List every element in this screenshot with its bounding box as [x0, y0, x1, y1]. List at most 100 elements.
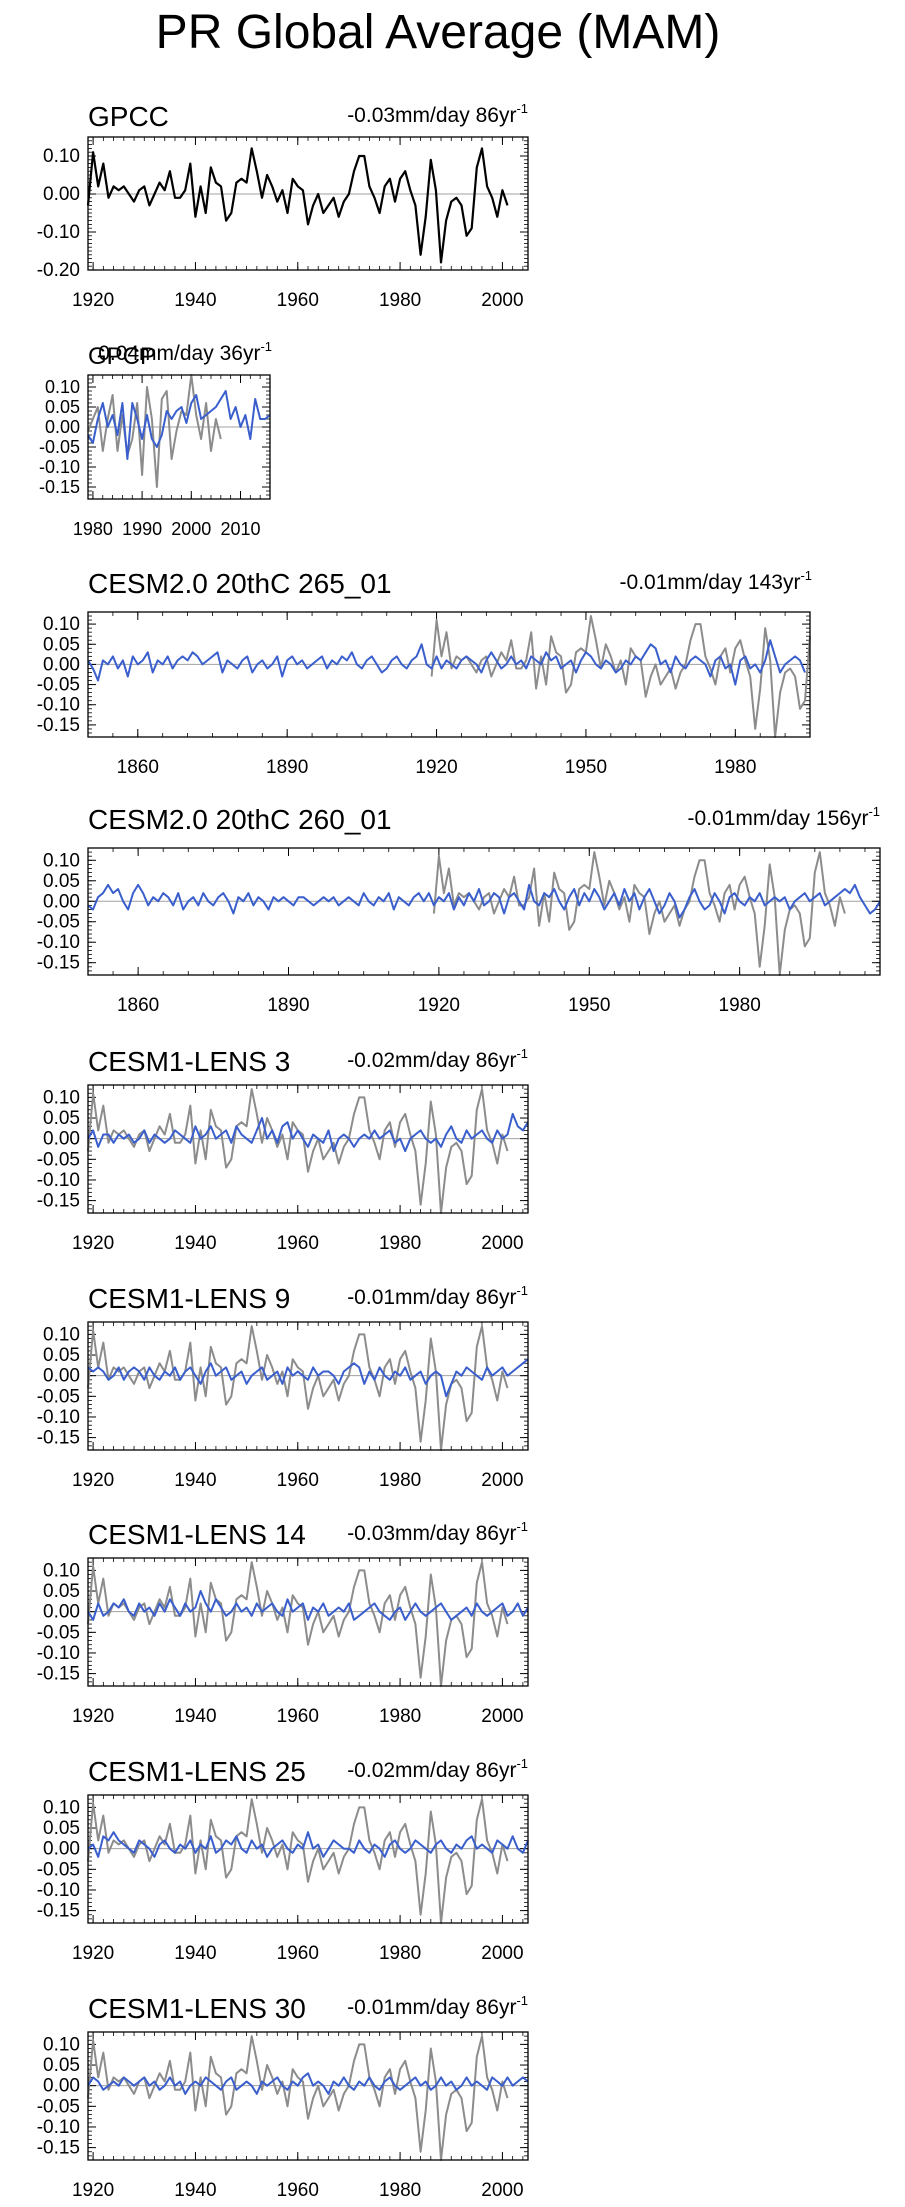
x-tick-label: 1920	[415, 757, 457, 778]
x-tick-label: 1950	[565, 757, 607, 778]
x-tick-label: 1980	[379, 1943, 421, 1964]
x-tick-label: 1920	[72, 290, 114, 311]
y-tick-label: -0.15	[37, 1664, 80, 1685]
y-tick-label: -0.10	[37, 222, 80, 243]
y-tick-label: 0.10	[43, 1324, 80, 1345]
plot-frame	[87, 611, 811, 738]
gpcc-series-line	[87, 374, 222, 488]
y-tick-label: 0.10	[43, 614, 80, 635]
figure-title: PR Global Average (MAM)	[156, 6, 721, 59]
x-tick-label: 1960	[277, 1943, 319, 1964]
trend-unit: yr	[499, 104, 517, 127]
y-tick-label: 0.10	[45, 377, 80, 397]
chart-title: CESM1-LENS 14	[88, 1519, 306, 1550]
y-tick-label: -0.20	[37, 260, 80, 281]
x-tick-label: 1940	[174, 290, 216, 311]
trend-value: -0.03mm/day 86	[347, 1522, 499, 1545]
x-tick-label: 1950	[568, 995, 610, 1016]
gpcc-series-line	[87, 1325, 509, 1451]
model-series-line	[87, 639, 806, 686]
gpcc-series-line	[430, 615, 811, 738]
gpcc-series-line	[432, 851, 846, 976]
x-tick-label: 1890	[266, 757, 308, 778]
chart-title: CESM2.0 20thC 265_01	[88, 568, 392, 599]
y-tick-label: -0.15	[37, 1428, 80, 1449]
y-tick-label: 0.00	[43, 1602, 80, 1623]
y-tick-label: 0.10	[43, 1797, 80, 1818]
trend-exponent: -1	[516, 101, 528, 116]
y-tick-label: -0.15	[37, 715, 80, 736]
y-tick-label: -0.05	[37, 1859, 80, 1880]
y-tick-label: -0.10	[37, 695, 80, 716]
y-tick-label: 0.05	[43, 1581, 80, 1602]
x-tick-label: 2000	[481, 2180, 523, 2201]
y-tick-label: -0.15	[37, 953, 80, 974]
x-tick-label: 1980	[379, 1470, 421, 1491]
y-tick-label: 0.05	[43, 634, 80, 655]
x-tick-label: 1980	[379, 290, 421, 311]
x-tick-label: 1960	[277, 2180, 319, 2201]
chart-title: CESM1-LENS 30	[88, 1993, 306, 2024]
gpcc-series-line	[87, 1798, 509, 1924]
x-tick-label: 1980	[73, 519, 113, 539]
x-tick-label: 2010	[220, 519, 260, 539]
x-tick-label: 1940	[174, 1233, 216, 1254]
chart-title: CESM1-LENS 9	[88, 1283, 290, 1314]
trend-value: -0.03mm/day 86	[347, 104, 499, 127]
trend-exponent: -1	[516, 1046, 528, 1061]
y-tick-label: -0.15	[39, 477, 80, 497]
x-tick-label: 1990	[122, 519, 162, 539]
trend-exponent: -1	[516, 1283, 528, 1298]
trend-unit: yr	[499, 1049, 517, 1072]
y-tick-label: 0.05	[43, 871, 80, 892]
trend-label: -0.03mm/day 86yr-1	[347, 1519, 528, 1545]
x-tick-label: 1920	[72, 2180, 114, 2201]
y-tick-label: 0.05	[43, 1345, 80, 1366]
x-tick-label: 2000	[171, 519, 211, 539]
trend-value: 0.04mm/day 36	[98, 342, 243, 365]
chart-panel: CESM1-LENS 14 -0.03mm/day 86yr-1 0.100.050…	[37, 1519, 529, 1727]
y-tick-label: -0.05	[37, 1149, 80, 1170]
trend-unit: yr	[499, 1759, 517, 1782]
x-tick-label: 1980	[714, 757, 756, 778]
trend-exponent: -1	[516, 1756, 528, 1771]
y-tick-label: -0.05	[37, 2096, 80, 2117]
gpcc-series-line	[87, 1561, 509, 1687]
y-tick-label: -0.10	[37, 1407, 80, 1428]
gpcp-series-line	[87, 390, 271, 460]
x-tick-label: 2000	[481, 1706, 523, 1727]
trend-label: -0.01mm/day 156yr-1	[688, 804, 880, 830]
y-tick-label: -0.15	[37, 2138, 80, 2159]
trend-value: -0.01mm/day 143	[620, 571, 783, 594]
y-tick-label: -0.05	[39, 437, 80, 457]
x-tick-label: 1960	[277, 290, 319, 311]
y-tick-label: 0.05	[45, 397, 80, 417]
y-tick-label: -0.10	[37, 1170, 80, 1191]
y-tick-label: 0.10	[43, 850, 80, 871]
chart-panel: CESM1-LENS 9 -0.01mm/day 86yr-1 0.100.050.…	[37, 1283, 529, 1491]
chart-panel: CESM2.0 20thC 265_01 -0.01mm/day 143yr-1 0…	[37, 568, 812, 778]
plot-frame	[87, 2031, 529, 2161]
gpcc-series-line	[87, 2035, 509, 2161]
model-series-line	[87, 1590, 529, 1621]
x-tick-label: 1960	[277, 1233, 319, 1254]
y-tick-label: -0.10	[39, 457, 80, 477]
chart-panel: CESM1-LENS 30 -0.01mm/day 86yr-1 0.100.050…	[37, 1993, 529, 2201]
y-tick-label: -0.10	[37, 1643, 80, 1664]
plot-frame	[87, 1084, 529, 1214]
x-tick-label: 2000	[481, 1470, 523, 1491]
chart-title: CESM2.0 20thC 260_01	[88, 804, 392, 835]
y-tick-label: 0.05	[43, 2055, 80, 2076]
x-tick-label: 1980	[379, 2180, 421, 2201]
chart-panel: CESM1-LENS 25 -0.02mm/day 86yr-1 0.100.050…	[37, 1756, 529, 1964]
chart-title: GPCP	[88, 343, 156, 370]
trend-unit: yr	[499, 1996, 517, 2019]
trend-exponent: -1	[868, 804, 880, 819]
y-tick-label: 0.00	[43, 1129, 80, 1150]
chart-title: CESM1-LENS 25	[88, 1756, 306, 1787]
y-tick-label: 0.05	[43, 1818, 80, 1839]
plot-frame	[87, 1557, 529, 1687]
chart-panel: GPCC -0.03mm/day 86yr-1 0.10 0.00 -0.10 -0.20…	[37, 101, 529, 311]
trend-value: -0.01mm/day 86	[347, 1286, 499, 1309]
plot-frame	[87, 136, 529, 271]
